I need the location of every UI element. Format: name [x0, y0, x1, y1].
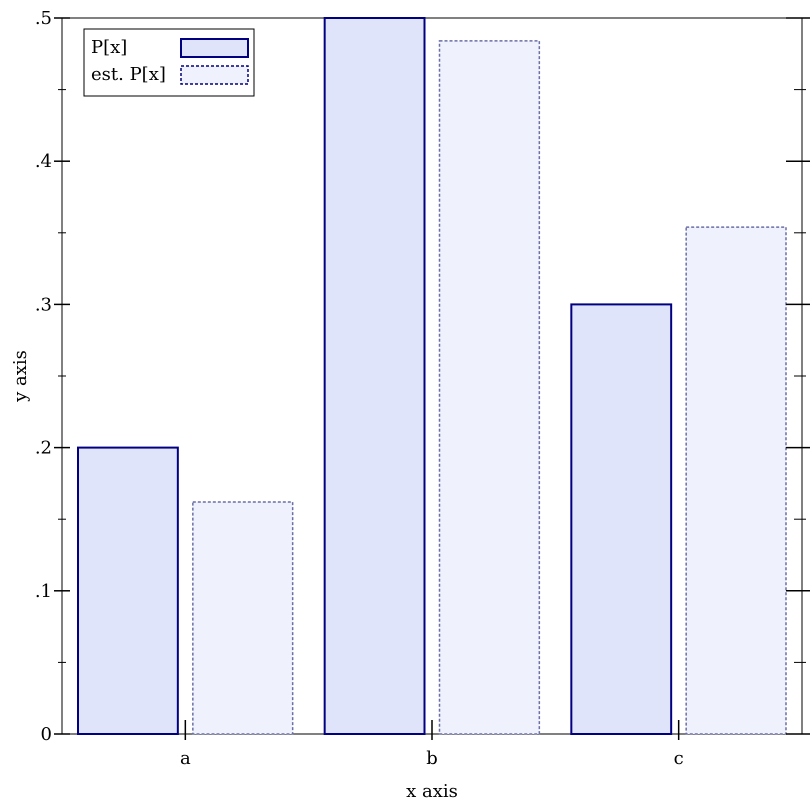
bar-b-series-2 — [438, 40, 541, 735]
y-tick-label: .5 — [35, 8, 52, 29]
y-tick-label: .3 — [35, 294, 52, 315]
y-tick-label: .2 — [35, 438, 52, 459]
legend-swatch-series-2 — [180, 65, 249, 85]
bars-group — [77, 17, 787, 735]
x-tick-label: c — [674, 748, 684, 769]
bar-c-series-2 — [685, 226, 787, 735]
legend: P[x] est. P[x] — [83, 28, 255, 97]
legend-label-series-1: P[x] — [91, 37, 127, 58]
bar-a-series-1 — [77, 446, 179, 735]
ticks-group: 0 .1 .2 .3 .4 .5 a b c — [35, 8, 810, 769]
legend-label-series-2: est. P[x] — [91, 64, 166, 85]
x-tick-label: a — [180, 748, 191, 769]
legend-swatch-series-1 — [180, 38, 249, 58]
bar-a-series-2 — [192, 501, 294, 735]
bar-b-series-1 — [323, 17, 426, 735]
x-axis-title: x axis — [406, 781, 458, 802]
y-tick-label: 0 — [41, 724, 52, 745]
y-tick-label: .1 — [35, 581, 52, 602]
bar-c-series-1 — [570, 303, 673, 735]
y-tick-label: .4 — [35, 151, 52, 172]
y-axis-title: y axis — [10, 350, 31, 403]
x-tick-label: b — [426, 748, 438, 769]
